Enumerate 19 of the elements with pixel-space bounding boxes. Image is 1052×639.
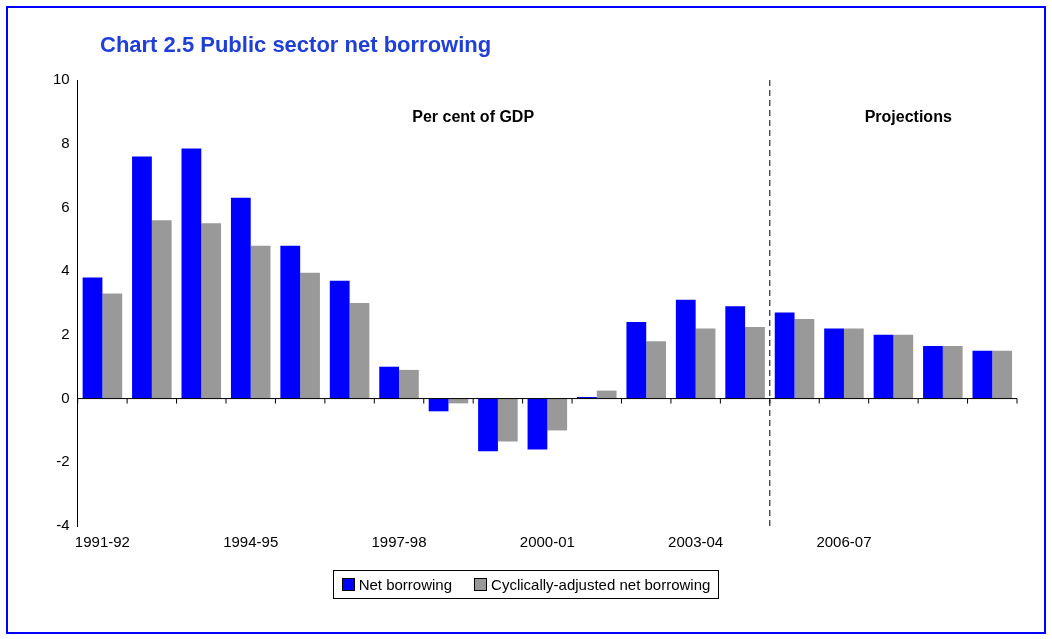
x-tick-label: 1994-95 [223,533,279,551]
x-tick-label: 2003-04 [668,533,724,551]
x-tick-label: 1997-98 [371,533,427,551]
x-tick-label: 1991-92 [74,533,130,551]
x-tick-label: 2000-01 [519,533,575,551]
y-tick-label: 4 [61,261,70,279]
legend-label: Cyclically-adjusted net borrowing [490,576,711,593]
y-tick-label: 10 [53,70,70,88]
y-tick-label: 2 [61,325,70,342]
x-tick-label: 2006-07 [816,533,872,551]
y-tick-label: -4 [56,516,70,534]
y-tick-label: 0 [61,388,70,406]
y-tick-label: 6 [61,197,70,215]
legend-label: Net borrowing [357,576,453,593]
annotation: Per cent of GDP [412,107,535,125]
y-tick-label: 8 [61,133,70,151]
annotation: Projections [864,107,952,125]
y-tick-label: -2 [56,452,70,470]
chart-title: Chart 2.5 Public sector net borrowing [100,32,492,58]
